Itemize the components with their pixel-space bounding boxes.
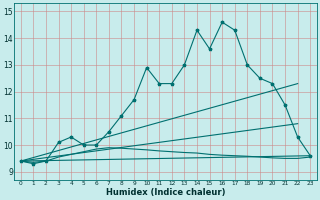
X-axis label: Humidex (Indice chaleur): Humidex (Indice chaleur) [106, 188, 225, 197]
